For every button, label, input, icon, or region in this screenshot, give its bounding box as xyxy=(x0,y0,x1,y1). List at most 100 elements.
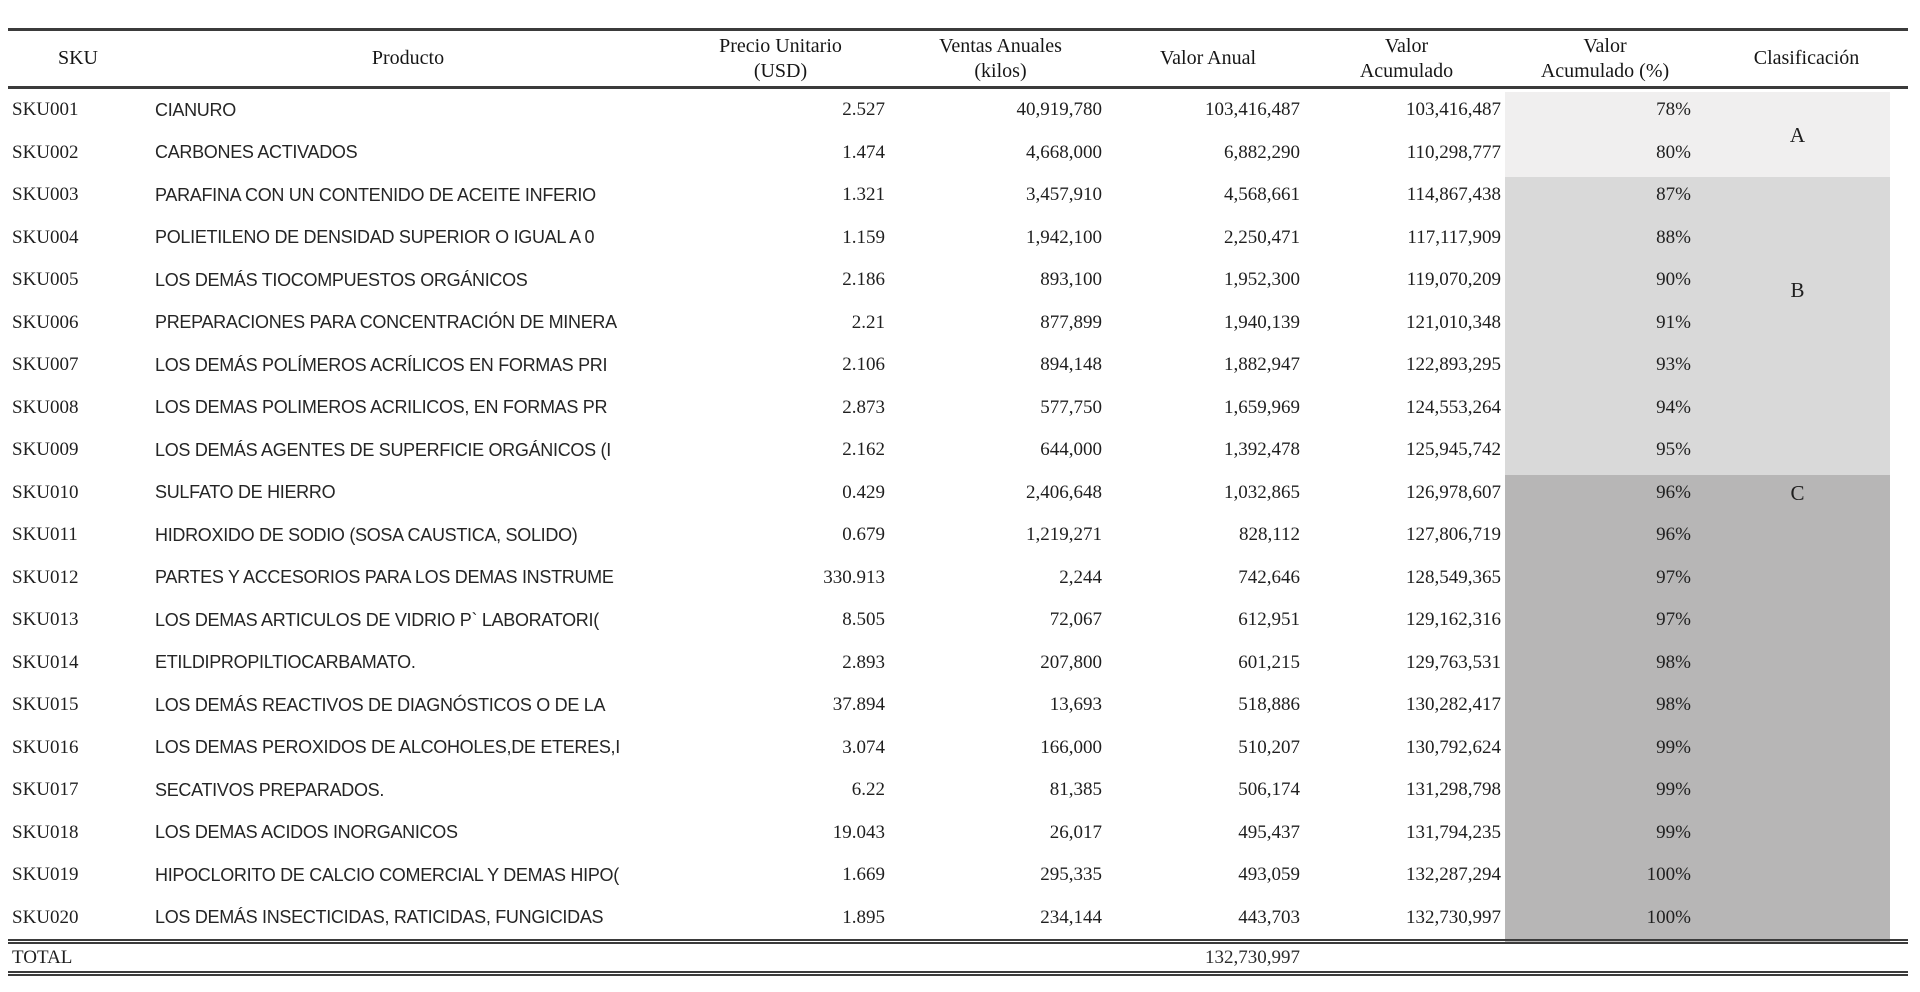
cell-ventas-anuales: 26,017 xyxy=(1049,821,1102,843)
cell-producto: HIDROXIDO DE SODIO (SOSA CAUSTICA, SOLID… xyxy=(155,524,578,545)
cell-valor-anual: 1,659,969 xyxy=(1224,396,1300,418)
cell-clasificacion xyxy=(1705,599,1908,642)
cell-valor-acumulado-pct: 87% xyxy=(1656,184,1691,206)
cell-valor-acumulado-pct: 96% xyxy=(1656,524,1691,546)
cell-sku: SKU012 xyxy=(12,566,79,588)
cell-sku: SKU002 xyxy=(12,141,79,163)
cell-valor-acumulado-pct: 100% xyxy=(1646,864,1691,886)
cell-ventas-anuales: 644,000 xyxy=(1040,439,1102,461)
cell-valor-anual: 495,437 xyxy=(1238,821,1300,843)
cell-valor-anual: 506,174 xyxy=(1238,779,1300,801)
table-body: SKU001 CIANURO 2.527 40,919,780 103,416,… xyxy=(8,88,1908,942)
cell-producto: LOS DEMÁS AGENTES DE SUPERFICIE ORGÁNICO… xyxy=(155,439,611,460)
cell-ventas-anuales: 2,406,648 xyxy=(1026,481,1102,503)
cell-clasificacion xyxy=(1705,514,1908,557)
cell-valor-anual: 510,207 xyxy=(1238,736,1300,758)
cell-ventas-anuales: 2,244 xyxy=(1059,566,1102,588)
cell-ventas-anuales: 207,800 xyxy=(1040,651,1102,673)
cell-precio-unitario: 0.429 xyxy=(842,481,885,503)
table-row: SKU018 LOS DEMAS ACIDOS INORGANICOS 19.0… xyxy=(8,812,1908,855)
table-row: SKU004 POLIETILENO DE DENSIDAD SUPERIOR … xyxy=(8,217,1908,260)
cell-ventas-anuales: 72,067 xyxy=(1049,609,1102,631)
cell-sku: SKU014 xyxy=(12,651,79,673)
cell-producto: PARTES Y ACCESORIOS PARA LOS DEMAS INSTR… xyxy=(155,567,614,588)
cell-sku: SKU018 xyxy=(12,821,79,843)
cell-valor-acumulado-pct: 99% xyxy=(1656,779,1691,801)
cell-clasificacion xyxy=(1705,642,1908,685)
cell-producto: LOS DEMÁS INSECTICIDAS, RATICIDAS, FUNGI… xyxy=(155,907,604,928)
cell-sku: SKU007 xyxy=(12,354,79,376)
class-b-shading xyxy=(1505,177,1890,475)
table-row: SKU010 SULFATO DE HIERRO 0.429 2,406,648… xyxy=(8,472,1908,515)
cell-clasificacion xyxy=(1705,557,1908,600)
cell-ventas-anuales: 295,335 xyxy=(1040,864,1102,886)
cell-valor-acumulado: 124,553,264 xyxy=(1406,396,1501,418)
cell-valor-acumulado: 128,549,365 xyxy=(1406,566,1501,588)
table-row: SKU013 LOS DEMAS ARTICULOS DE VIDRIO P` … xyxy=(8,599,1908,642)
class-b-label: B xyxy=(1790,278,1805,302)
cell-producto: LOS DEMAS POLIMEROS ACRILICOS, EN FORMAS… xyxy=(155,397,608,418)
abc-table: SKU Producto Precio Unitario (USD) Venta… xyxy=(8,28,1908,976)
cell-valor-acumulado: 122,893,295 xyxy=(1406,354,1501,376)
cell-sku: SKU016 xyxy=(12,736,79,758)
cell-precio-unitario: 1.474 xyxy=(842,141,885,163)
cell-valor-acumulado-pct: 96% xyxy=(1656,481,1691,503)
table-row: SKU015 LOS DEMÁS REACTIVOS DE DIAGNÓSTIC… xyxy=(8,684,1908,727)
table-row: SKU007 LOS DEMÁS POLÍMEROS ACRÍLICOS EN … xyxy=(8,344,1908,387)
cell-valor-acumulado: 117,117,909 xyxy=(1407,226,1501,248)
cell-precio-unitario: 19.043 xyxy=(832,821,885,843)
cell-producto: SULFATO DE HIERRO xyxy=(155,482,336,503)
cell-clasificacion xyxy=(1705,344,1908,387)
cell-ventas-anuales: 894,148 xyxy=(1040,354,1102,376)
cell-clasificacion xyxy=(1705,769,1908,812)
cell-precio-unitario: 0.679 xyxy=(842,524,885,546)
table-row: SKU009 LOS DEMÁS AGENTES DE SUPERFICIE O… xyxy=(8,429,1908,472)
cell-ventas-anuales: 234,144 xyxy=(1040,906,1102,928)
class-c-label: C xyxy=(1790,481,1805,505)
cell-valor-acumulado: 127,806,719 xyxy=(1406,524,1501,546)
cell-precio-unitario: 2.527 xyxy=(842,99,885,121)
cell-clasificacion xyxy=(1705,897,1908,942)
cell-producto: LOS DEMÁS TIOCOMPUESTOS ORGÁNICOS xyxy=(155,269,528,290)
total-empty-ventas xyxy=(893,942,1108,974)
cell-producto: PARAFINA CON UN CONTENIDO DE ACEITE INFE… xyxy=(155,184,596,205)
cell-ventas-anuales: 40,919,780 xyxy=(1016,99,1103,121)
cell-precio-unitario: 2.893 xyxy=(842,651,885,673)
cell-valor-anual: 742,646 xyxy=(1238,566,1300,588)
cell-clasificacion xyxy=(1705,302,1908,345)
table-footer: TOTAL 132,730,997 xyxy=(8,941,1908,974)
cell-ventas-anuales: 1,219,271 xyxy=(1026,524,1102,546)
cell-ventas-anuales: 577,750 xyxy=(1040,396,1102,418)
cell-sku: SKU013 xyxy=(12,609,79,631)
cell-valor-anual: 2,250,471 xyxy=(1224,226,1300,248)
cell-valor-acumulado-pct: 95% xyxy=(1656,439,1691,461)
cell-valor-acumulado-pct: 80% xyxy=(1656,141,1691,163)
cell-valor-acumulado-pct: 99% xyxy=(1656,821,1691,843)
cell-valor-anual: 518,886 xyxy=(1238,694,1300,716)
cell-valor-acumulado-pct: 88% xyxy=(1656,226,1691,248)
cell-valor-anual: 4,568,661 xyxy=(1224,184,1300,206)
table-row: SKU012 PARTES Y ACCESORIOS PARA LOS DEMA… xyxy=(8,557,1908,600)
cell-valor-acumulado-pct: 99% xyxy=(1656,736,1691,758)
cell-clasificacion xyxy=(1705,429,1908,472)
table-row: SKU020 LOS DEMÁS INSECTICIDAS, RATICIDAS… xyxy=(8,897,1908,942)
cell-producto: LOS DEMÁS POLÍMEROS ACRÍLICOS EN FORMAS … xyxy=(155,354,608,375)
column-header-valor-acumulado: Valor Acumulado xyxy=(1359,34,1454,82)
cell-valor-acumulado: 132,287,294 xyxy=(1406,864,1501,886)
cell-sku: SKU003 xyxy=(12,184,79,206)
cell-valor-anual: 493,059 xyxy=(1238,864,1300,886)
column-header-valor-acumulado-pct: Valor Acumulado (%) xyxy=(1540,34,1670,82)
cell-valor-acumulado-pct: 100% xyxy=(1646,906,1691,928)
cell-valor-acumulado-pct: 98% xyxy=(1656,694,1691,716)
cell-valor-acumulado: 131,298,798 xyxy=(1406,779,1501,801)
cell-producto: PREPARACIONES PARA CONCENTRACIÓN DE MINE… xyxy=(155,312,617,333)
cell-sku: SKU004 xyxy=(12,226,79,248)
cell-precio-unitario: 1.895 xyxy=(842,906,885,928)
cell-precio-unitario: 3.074 xyxy=(842,736,885,758)
cell-valor-anual: 1,952,300 xyxy=(1224,269,1300,291)
cell-producto: LOS DEMAS ARTICULOS DE VIDRIO P` LABORAT… xyxy=(155,609,599,630)
column-header-precio-unitario: Precio Unitario (USD) xyxy=(719,34,842,82)
table-row: SKU019 HIPOCLORITO DE CALCIO COMERCIAL Y… xyxy=(8,854,1908,897)
cell-valor-acumulado-pct: 94% xyxy=(1656,396,1691,418)
cell-precio-unitario: 1.321 xyxy=(842,184,885,206)
